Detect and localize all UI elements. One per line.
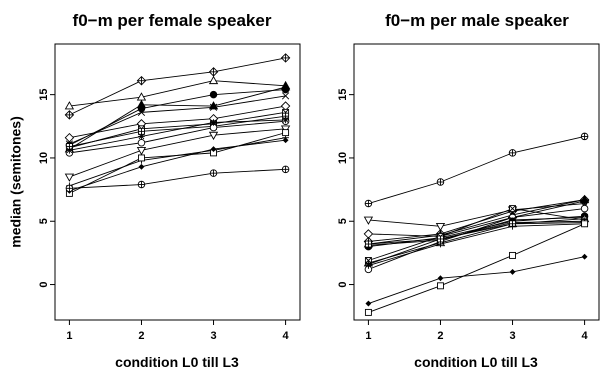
data-point [210,146,217,153]
series-line [368,223,585,266]
series-11 [64,125,291,182]
series-line [368,203,585,227]
x-tick-label: 4 [582,330,589,342]
data-point [64,101,75,110]
series-14 [66,137,289,194]
series-line [69,128,286,178]
data-point [365,300,372,307]
x-axis-label: condition L0 till L3 [115,354,239,370]
y-tick-label: 5 [38,218,50,224]
y-tick-label: 10 [337,152,349,164]
x-tick-label: 1 [66,330,72,342]
series-line [368,223,585,313]
data-point-stroke [509,205,516,212]
series-1 [64,53,291,120]
data-point [209,90,218,99]
series-line [69,120,286,154]
series-line [69,95,286,145]
series-line [368,200,585,237]
data-point [280,101,291,111]
data-point [138,163,145,170]
x-tick-label: 3 [210,330,216,342]
x-tick-label: 3 [509,330,515,342]
data-point [138,154,145,162]
series-line [368,199,585,245]
series-2 [64,75,291,110]
series-line [368,218,585,264]
series-line [69,119,286,151]
series-line [368,220,585,265]
y-tick-label: 0 [38,281,50,287]
series-line [368,216,585,246]
plot-frame [54,43,301,321]
data-point [282,129,290,137]
data-point [580,204,589,213]
data-point [364,308,372,316]
series-1 [364,132,589,208]
y-tick-label: 15 [337,89,349,101]
y-tick-label: 15 [38,89,50,101]
series-line [69,80,286,107]
data-point [64,132,75,143]
data-point [208,75,219,85]
series-line [69,139,286,192]
data-point [509,251,516,259]
x-axis-label: condition L0 till L3 [414,354,538,370]
data-point [435,222,446,232]
chart-title: f0−m per female speaker [73,11,272,30]
series-10 [66,116,289,154]
series-9 [65,117,290,157]
data-point [281,85,290,94]
data-point [437,275,444,282]
data-point [579,194,590,204]
series-line [69,168,286,189]
data-point [137,139,146,147]
x-tick-label: 4 [283,330,290,342]
series-6 [64,101,291,143]
data-point [208,131,219,141]
chart-title: f0−m per male speaker [385,11,569,30]
series-15 [65,165,290,193]
x-tick-label: 2 [138,330,144,342]
data-point [437,282,444,290]
data-point [282,137,289,144]
x-tick-label: 1 [365,330,371,342]
data-point [509,268,516,275]
series-line [69,57,286,116]
y-tick-label: 5 [337,218,349,224]
series-line [368,256,585,304]
data-point [64,173,75,182]
series-line [368,135,585,204]
series-line [69,105,286,139]
y-axis-label: median (semitones) [8,116,24,247]
x-tick-label: 2 [437,330,443,342]
series-line [69,111,286,149]
data-point [136,146,147,156]
data-point [137,104,146,113]
series-13 [365,220,588,269]
series-line [368,208,585,261]
series-line [368,222,585,245]
data-point [581,220,589,228]
data-point [581,253,588,260]
series-line [69,132,286,194]
y-tick-label: 10 [38,152,50,164]
data-point [363,216,374,225]
y-tick-label: 0 [337,281,349,287]
series-15 [365,253,588,307]
series-line [69,89,286,146]
series-14 [364,220,589,316]
plot-frame [353,43,600,321]
